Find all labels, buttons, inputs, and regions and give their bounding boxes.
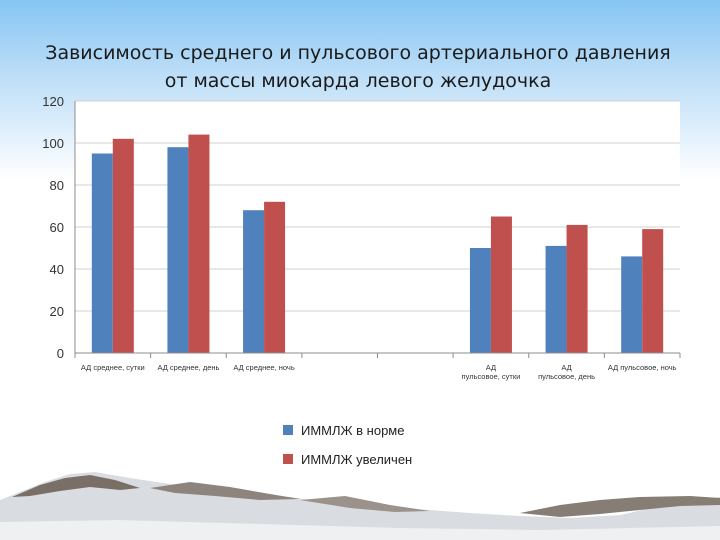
bar: [469, 248, 491, 353]
bar: [91, 153, 113, 353]
y-tick-label: 60: [50, 220, 64, 235]
bar: [545, 245, 567, 353]
legend: ИММЛЖ в норме ИММЛЖ увеличен: [283, 423, 412, 467]
x-category-label: АД среднее, сутки: [81, 363, 145, 372]
chart-title-line-1: Зависимость среднего и пульсового артери…: [45, 42, 670, 64]
legend-label: ИММЛЖ в норме: [301, 423, 404, 438]
bar: [621, 256, 643, 353]
y-tick-label: 80: [50, 178, 64, 193]
bar: [490, 216, 512, 353]
legend-label: ИММЛЖ увеличен: [301, 452, 412, 467]
bars: [91, 134, 664, 353]
bar: [188, 134, 210, 353]
y-tick-label: 120: [42, 94, 64, 109]
y-tick-label: 40: [50, 262, 64, 277]
x-category-label: пульсовое, сутки: [462, 372, 521, 381]
bar: [642, 229, 664, 353]
bar: [112, 138, 134, 353]
x-category-label: АД среднее, день: [157, 363, 219, 372]
bar: [243, 210, 265, 353]
y-tick-label: 0: [57, 346, 64, 361]
y-tick-label: 20: [50, 304, 64, 319]
chart-title-line-2: от массы миокарда левого желудочка: [165, 70, 552, 92]
x-category-label: АД: [486, 363, 496, 372]
x-category-label: АД среднее, ночь: [233, 363, 294, 372]
legend-swatch: [283, 425, 293, 435]
bar: [167, 147, 189, 353]
bar: [566, 224, 588, 353]
x-category-label: пульсовое, день: [538, 372, 595, 381]
x-category-label: АД: [561, 363, 571, 372]
x-category-label: АД пульсовое, ночь: [608, 363, 677, 372]
legend-swatch: [283, 454, 293, 464]
mountains-decoration: [0, 472, 720, 540]
bar: [264, 201, 286, 353]
y-tick-label: 100: [42, 136, 64, 151]
axes: 0 20 40 60 80 100 120 АД среднее, сутки АД средн…: [42, 94, 681, 381]
